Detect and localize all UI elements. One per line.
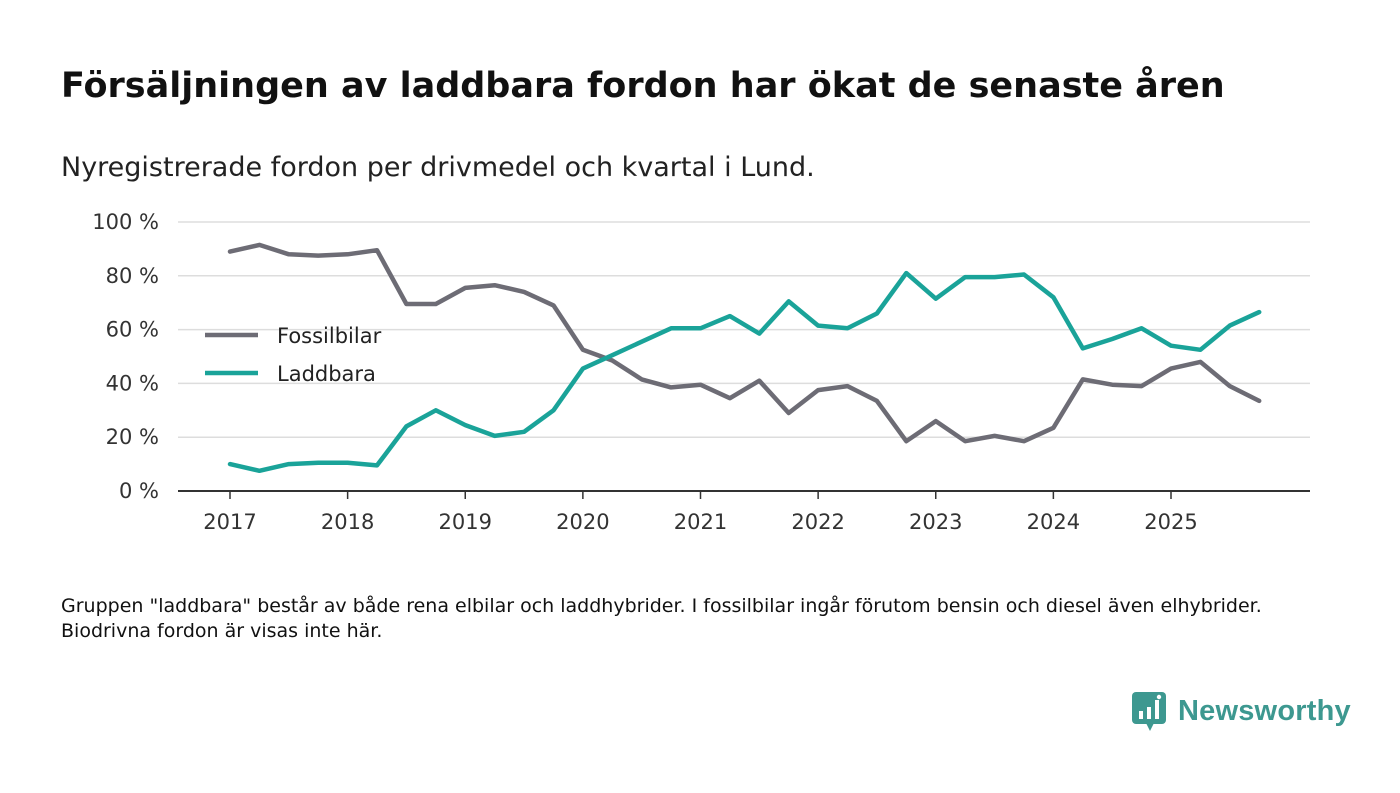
series-lines xyxy=(227,242,1262,474)
x-tick-label: 2021 xyxy=(674,510,727,534)
series-line-fossilbilar xyxy=(227,242,1262,444)
chart-subtitle: Nyregistrerade fordon per drivmedel och … xyxy=(61,152,815,183)
newsworthy-logo[interactable]: Newsworthy xyxy=(1132,690,1351,732)
newsworthy-logo-icon xyxy=(1132,692,1166,731)
y-tick-label: 60 % xyxy=(106,318,159,342)
y-tick-label: 40 % xyxy=(106,371,159,395)
legend-label-laddbara: Laddbara xyxy=(277,362,376,386)
y-tick-label: 100 % xyxy=(92,210,159,234)
legend-label-fossilbilar: Fossilbilar xyxy=(277,324,382,348)
x-tick-label: 2022 xyxy=(791,510,844,534)
y-tick-label: 0 % xyxy=(119,479,159,503)
y-tick-label: 80 % xyxy=(106,264,159,288)
logo-text: Newsworthy xyxy=(1178,694,1351,727)
x-tick-label: 2025 xyxy=(1144,510,1197,534)
x-tick-label: 2023 xyxy=(909,510,962,534)
x-tick-label: 2024 xyxy=(1027,510,1080,534)
chart-footnote: Gruppen "laddbara" består av både rena e… xyxy=(61,595,1262,642)
x-tick-label: 2017 xyxy=(203,510,256,534)
x-tick-label: 2018 xyxy=(321,510,374,534)
x-tick-label: 2020 xyxy=(556,510,609,534)
series-line-laddbara xyxy=(227,270,1262,474)
legend: Fossilbilar Laddbara xyxy=(205,324,382,386)
y-tick-label: 20 % xyxy=(106,425,159,449)
line-chart: 0 % 20 % 40 % 60 % 80 % 100 % 2017 2018 2019 2020… xyxy=(92,210,1310,534)
chart-title: Försäljningen av laddbara fordon har öka… xyxy=(61,66,1225,106)
axes: 0 % 20 % 40 % 60 % 80 % 100 % 2017 2018 2019 2020… xyxy=(92,210,1310,534)
x-tick-label: 2019 xyxy=(439,510,492,534)
